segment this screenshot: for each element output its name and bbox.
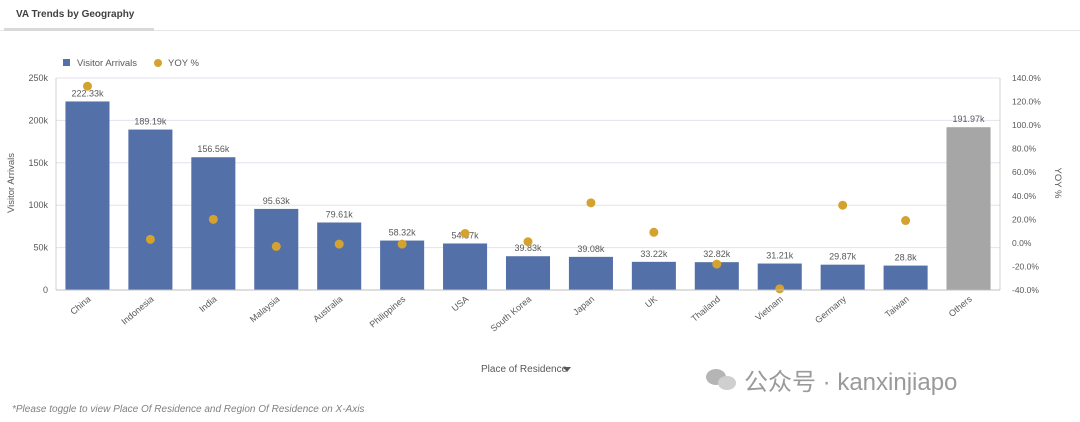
y2-tick-label: 100.0% [1012,120,1041,130]
yoy-point[interactable] [838,200,848,210]
yoy-point[interactable] [271,241,281,251]
y-tick-label: 100k [28,200,48,210]
x-tick-label: China [68,294,92,317]
legend: Visitor Arrivals YOY % [63,58,200,69]
footer-note: *Please toggle to view Place Of Residenc… [12,404,365,415]
y2-axis-title: YOY % [1052,168,1063,200]
bar-japan[interactable] [568,256,613,290]
y2-tick-label: 120.0% [1012,97,1041,107]
yoy-point[interactable] [208,214,218,224]
bar-germany[interactable] [820,264,865,290]
bar-uk[interactable] [631,261,676,290]
yoy-point[interactable] [334,239,344,249]
bar-philippines[interactable] [380,240,425,290]
x-tick-label: India [197,294,218,314]
dot-layer [82,81,911,294]
x-tick-label: Taiwan [883,294,911,320]
axis-layer: 0 50k 100k 150k 200k 250k -40.0% -20.0% 0.0% 20.0… [28,73,1041,334]
x-tick-label: Others [947,294,975,319]
x-tick-label: Vietnam [753,294,785,323]
bar-value-label: 156.56k [197,144,230,154]
legend-dot-swatch [154,59,162,67]
bar-value-label: 39.83k [514,243,542,253]
tab-active-indicator [4,28,154,31]
y2-tick-label: 80.0% [1012,144,1037,154]
bar-layer [65,101,991,290]
y-tick-label: 0 [43,285,48,295]
y-tick-label: 200k [28,115,48,125]
yoy-point[interactable] [649,227,659,237]
bar-value-label: 79.61k [326,209,354,219]
y2-tick-label: -20.0% [1012,261,1039,271]
x-tick-label: Germany [813,294,848,326]
bar-value-label: 33.22k [640,249,668,259]
x-tick-label: Australia [311,294,344,324]
y2-tick-label: 40.0% [1012,191,1037,201]
y2-tick-label: 60.0% [1012,167,1037,177]
watermark: 公众号 · kanxinjiapo [706,362,957,397]
legend-bar-label[interactable]: Visitor Arrivals [77,58,137,69]
x-tick-label: Japan [571,294,596,317]
bar-value-label: 32.82k [703,249,731,259]
yoy-point[interactable] [523,237,533,247]
legend-bar-swatch [63,59,70,66]
legend-dot-label[interactable]: YOY % [168,58,200,69]
bar-china[interactable] [65,101,110,290]
tab-va-trends[interactable]: VA Trends by Geography [16,9,135,20]
x-tick-label: Indonesia [119,294,155,327]
bar-others[interactable] [946,127,991,290]
x-axis-dropdown-caret-icon[interactable] [563,367,571,372]
bar-indonesia[interactable] [128,129,173,290]
yoy-point[interactable] [145,234,155,244]
x-tick-label: Malaysia [248,294,282,324]
bar-taiwan[interactable] [883,265,928,290]
bar-value-label: 31.21k [766,251,794,261]
y-axis-title: Visitor Arrivals [6,153,17,213]
yoy-point[interactable] [460,228,470,238]
tab-bar: VA Trends by Geography [0,0,1080,31]
bar-value-label: 189.19k [134,117,167,127]
bar-value-label: 28.8k [895,253,918,263]
yoy-point[interactable] [901,216,911,226]
bar-australia[interactable] [317,222,362,290]
yoy-point[interactable] [82,81,92,91]
x-axis-title[interactable]: Place of Residence [481,364,568,375]
bar-value-label: 222.33k [71,88,104,98]
x-tick-label: USA [450,294,471,314]
bar-value-label: 95.63k [263,196,291,206]
va-trends-chart: 222.33k 189.19k 156.56k 95.63k 79.61k 58.32k 5… [6,58,1063,334]
yoy-point[interactable] [775,284,785,294]
x-tick-label: South Korea [489,294,534,334]
y-tick-label: 150k [28,158,48,168]
wechat-logo-icon [706,367,736,393]
x-tick-label: Philippines [368,294,408,330]
y2-tick-label: 0.0% [1012,238,1032,248]
bar-usa[interactable] [443,243,488,290]
bar-value-label: 58.32k [389,228,417,238]
bar-value-label: 191.97k [953,114,986,124]
x-tick-label: UK [643,294,659,310]
y2-tick-label: 140.0% [1012,73,1041,83]
yoy-point[interactable] [586,198,596,208]
x-tick-label: Thailand [689,294,722,324]
bar-value-label: 39.08k [577,244,605,254]
yoy-point[interactable] [397,239,407,249]
watermark-text: 公众号 · kanxinjiapo [744,369,958,396]
y-tick-label: 50k [33,243,48,253]
bar-value-label: 29.87k [829,252,857,262]
bar-south-korea[interactable] [505,256,551,290]
y-tick-label: 250k [28,73,48,83]
yoy-point[interactable] [712,259,722,269]
y2-tick-label: 20.0% [1012,214,1037,224]
y2-tick-label: -40.0% [1012,285,1039,295]
